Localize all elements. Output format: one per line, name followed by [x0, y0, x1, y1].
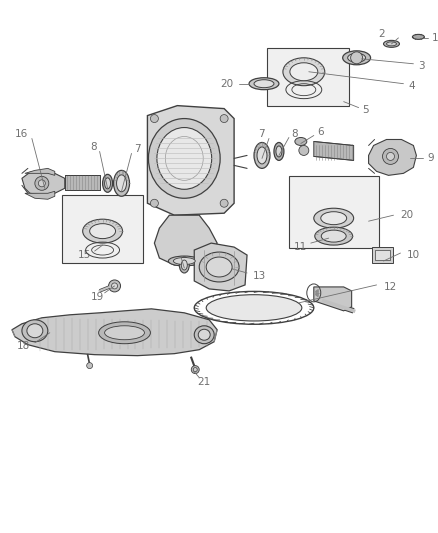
Ellipse shape	[148, 118, 220, 198]
Ellipse shape	[83, 219, 123, 243]
Circle shape	[220, 115, 228, 123]
Text: 2: 2	[378, 29, 385, 39]
Ellipse shape	[315, 227, 353, 245]
Ellipse shape	[194, 326, 214, 344]
Text: 8: 8	[292, 128, 298, 139]
Ellipse shape	[173, 257, 195, 264]
Ellipse shape	[283, 58, 325, 86]
Polygon shape	[25, 191, 55, 199]
Circle shape	[87, 362, 93, 369]
Text: 9: 9	[427, 154, 434, 164]
Polygon shape	[148, 106, 234, 215]
Ellipse shape	[254, 80, 274, 88]
Ellipse shape	[314, 208, 353, 228]
Text: 21: 21	[198, 376, 211, 386]
Ellipse shape	[276, 146, 282, 157]
Text: 5: 5	[363, 104, 369, 115]
Ellipse shape	[181, 260, 187, 270]
Ellipse shape	[22, 320, 48, 342]
Circle shape	[112, 283, 117, 289]
Circle shape	[382, 149, 399, 164]
Text: 18: 18	[17, 341, 31, 351]
Text: 12: 12	[384, 282, 397, 292]
Ellipse shape	[348, 53, 366, 62]
Ellipse shape	[321, 230, 346, 242]
Text: 4: 4	[408, 80, 415, 91]
Circle shape	[150, 115, 159, 123]
Ellipse shape	[249, 78, 279, 90]
Ellipse shape	[99, 322, 150, 344]
Ellipse shape	[199, 252, 239, 282]
Ellipse shape	[386, 42, 396, 46]
Polygon shape	[22, 171, 65, 195]
Text: 7: 7	[258, 128, 264, 139]
Text: 16: 16	[15, 128, 28, 139]
Polygon shape	[155, 215, 217, 265]
Ellipse shape	[290, 63, 318, 80]
Ellipse shape	[206, 295, 302, 321]
Ellipse shape	[413, 35, 424, 39]
Bar	[267, 48, 349, 106]
Ellipse shape	[257, 147, 267, 164]
Ellipse shape	[343, 51, 371, 65]
Bar	[374, 250, 391, 260]
Text: 14: 14	[168, 248, 181, 258]
Ellipse shape	[90, 224, 116, 239]
Ellipse shape	[102, 174, 113, 192]
Polygon shape	[314, 141, 353, 160]
Ellipse shape	[384, 41, 399, 47]
Polygon shape	[25, 168, 55, 175]
Text: 10: 10	[406, 250, 420, 260]
Circle shape	[39, 180, 45, 187]
Ellipse shape	[321, 212, 346, 225]
Polygon shape	[369, 140, 417, 175]
Ellipse shape	[179, 257, 189, 273]
Circle shape	[35, 176, 49, 190]
Ellipse shape	[206, 257, 232, 277]
Text: 8: 8	[90, 142, 97, 152]
Ellipse shape	[274, 142, 284, 160]
Ellipse shape	[105, 178, 110, 189]
Ellipse shape	[157, 127, 212, 189]
Bar	[62, 195, 144, 263]
Text: 15: 15	[78, 250, 91, 260]
Text: 13: 13	[253, 271, 266, 281]
Text: 20: 20	[220, 79, 233, 88]
Text: 1: 1	[431, 33, 438, 43]
Circle shape	[191, 366, 199, 374]
Ellipse shape	[254, 142, 270, 168]
Ellipse shape	[105, 326, 145, 340]
Circle shape	[150, 199, 159, 207]
Ellipse shape	[198, 329, 210, 340]
Circle shape	[299, 146, 309, 156]
Polygon shape	[314, 287, 352, 311]
Polygon shape	[65, 175, 99, 190]
Ellipse shape	[27, 324, 43, 338]
Ellipse shape	[113, 171, 130, 196]
Ellipse shape	[117, 175, 127, 192]
Text: 19: 19	[91, 292, 104, 302]
Text: 6: 6	[318, 126, 324, 136]
Text: 11: 11	[294, 242, 307, 252]
Polygon shape	[194, 243, 247, 291]
Circle shape	[220, 199, 228, 207]
Circle shape	[109, 280, 120, 292]
Ellipse shape	[168, 256, 200, 266]
Circle shape	[386, 152, 395, 160]
Text: 3: 3	[418, 61, 425, 71]
Text: 20: 20	[400, 210, 413, 220]
Text: 7: 7	[134, 144, 141, 155]
Circle shape	[351, 52, 363, 64]
Ellipse shape	[295, 138, 307, 146]
Bar	[289, 176, 378, 248]
Circle shape	[193, 368, 197, 372]
Bar	[371, 247, 393, 263]
Polygon shape	[12, 309, 217, 356]
